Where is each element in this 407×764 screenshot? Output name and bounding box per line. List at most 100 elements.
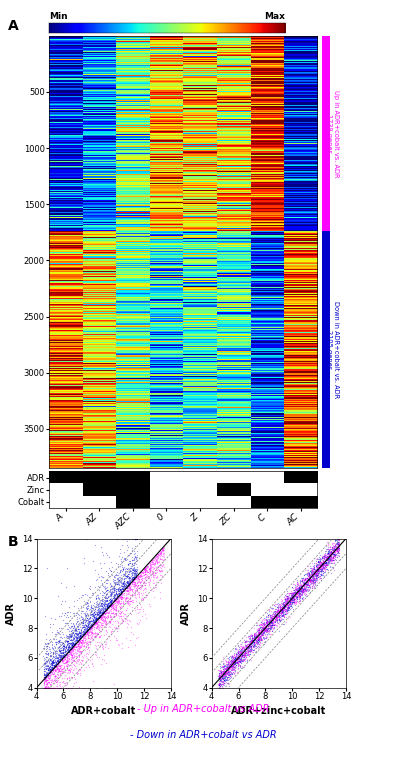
Point xyxy=(113,594,119,607)
Point xyxy=(325,554,332,566)
Point xyxy=(112,594,118,606)
Point xyxy=(223,675,230,688)
Point xyxy=(71,643,77,655)
Point xyxy=(229,661,235,673)
Point xyxy=(272,610,279,623)
Point xyxy=(271,618,278,630)
Point xyxy=(269,612,276,624)
Point xyxy=(125,565,132,578)
Point xyxy=(126,571,132,583)
Point xyxy=(323,558,330,571)
Point xyxy=(47,681,53,694)
Point xyxy=(330,550,337,562)
Point xyxy=(295,583,302,595)
Point xyxy=(109,600,115,612)
Point xyxy=(50,662,56,675)
Point xyxy=(317,571,324,584)
Point xyxy=(243,640,249,652)
Point xyxy=(307,568,313,581)
Point xyxy=(283,607,290,620)
Point xyxy=(246,648,252,660)
Point xyxy=(331,548,337,560)
Point xyxy=(301,577,307,589)
Point xyxy=(139,571,145,584)
Point xyxy=(112,592,118,604)
Point xyxy=(131,551,138,563)
Point xyxy=(318,560,325,572)
Point xyxy=(104,577,111,589)
Point xyxy=(43,678,49,690)
Point xyxy=(295,582,301,594)
Point xyxy=(320,557,327,569)
Point xyxy=(284,601,290,613)
Point xyxy=(109,599,115,611)
Point xyxy=(267,612,274,624)
Point xyxy=(302,577,309,589)
Point xyxy=(256,631,263,643)
Point xyxy=(54,672,61,685)
Point xyxy=(244,653,250,665)
Point xyxy=(104,601,111,613)
Point xyxy=(320,552,327,565)
Point xyxy=(74,608,81,620)
Point xyxy=(93,622,99,634)
Point xyxy=(225,668,232,680)
Point xyxy=(287,597,293,610)
Point xyxy=(316,557,323,569)
Point xyxy=(251,636,257,648)
Point xyxy=(121,552,128,565)
Point xyxy=(70,658,77,670)
Point xyxy=(336,537,342,549)
Point xyxy=(303,585,310,597)
Point xyxy=(326,553,333,565)
Point xyxy=(325,554,331,566)
Point xyxy=(79,631,85,643)
Point xyxy=(221,671,227,683)
Point xyxy=(240,650,247,662)
Point xyxy=(81,629,88,641)
Point xyxy=(220,668,227,681)
Point xyxy=(313,565,319,577)
Point xyxy=(263,630,269,643)
Point xyxy=(311,571,317,584)
Point xyxy=(117,608,124,620)
Point xyxy=(105,607,112,619)
Point xyxy=(238,643,245,656)
Point xyxy=(72,623,79,636)
Point xyxy=(261,620,267,632)
Point xyxy=(278,604,285,617)
Point xyxy=(327,552,333,564)
Point xyxy=(222,662,229,675)
Point xyxy=(117,565,124,578)
Point xyxy=(61,639,67,652)
Point xyxy=(102,618,109,630)
Point xyxy=(147,565,153,577)
Point xyxy=(222,665,229,677)
Point xyxy=(112,584,118,596)
Point xyxy=(242,643,249,655)
Point xyxy=(159,552,166,565)
Point xyxy=(322,551,328,563)
Point xyxy=(217,661,224,673)
Point xyxy=(103,591,109,604)
Point xyxy=(60,640,67,652)
Point xyxy=(314,569,320,581)
Point xyxy=(73,647,80,659)
Point xyxy=(119,613,125,625)
Point xyxy=(61,649,67,662)
Point xyxy=(282,597,289,610)
Point xyxy=(246,630,252,642)
Point xyxy=(115,571,122,584)
Point xyxy=(113,585,119,597)
Point xyxy=(92,649,99,661)
Point xyxy=(91,631,98,643)
Point xyxy=(279,602,286,614)
Point xyxy=(293,588,300,600)
Point xyxy=(227,669,233,681)
Point xyxy=(273,608,279,620)
Point xyxy=(96,605,103,617)
Point xyxy=(74,634,81,646)
Point xyxy=(126,580,133,592)
Point xyxy=(153,566,160,578)
Point xyxy=(279,601,285,613)
